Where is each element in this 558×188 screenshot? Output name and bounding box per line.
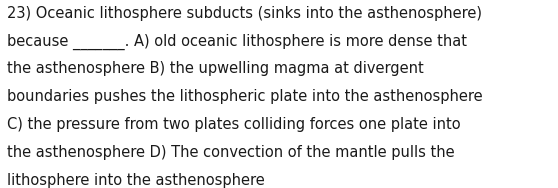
Text: because _______. A) old oceanic lithosphere is more dense that: because _______. A) old oceanic lithosph… [7, 33, 466, 50]
Text: the asthenosphere D) The convection of the mantle pulls the: the asthenosphere D) The convection of t… [7, 145, 454, 160]
Text: lithosphere into the asthenosphere: lithosphere into the asthenosphere [7, 173, 264, 188]
Text: C) the pressure from two plates colliding forces one plate into: C) the pressure from two plates collidin… [7, 117, 460, 132]
Text: boundaries pushes the lithospheric plate into the asthenosphere: boundaries pushes the lithospheric plate… [7, 89, 482, 104]
Text: 23) Oceanic lithosphere subducts (sinks into the asthenosphere): 23) Oceanic lithosphere subducts (sinks … [7, 6, 482, 21]
Text: the asthenosphere B) the upwelling magma at divergent: the asthenosphere B) the upwelling magma… [7, 61, 424, 76]
